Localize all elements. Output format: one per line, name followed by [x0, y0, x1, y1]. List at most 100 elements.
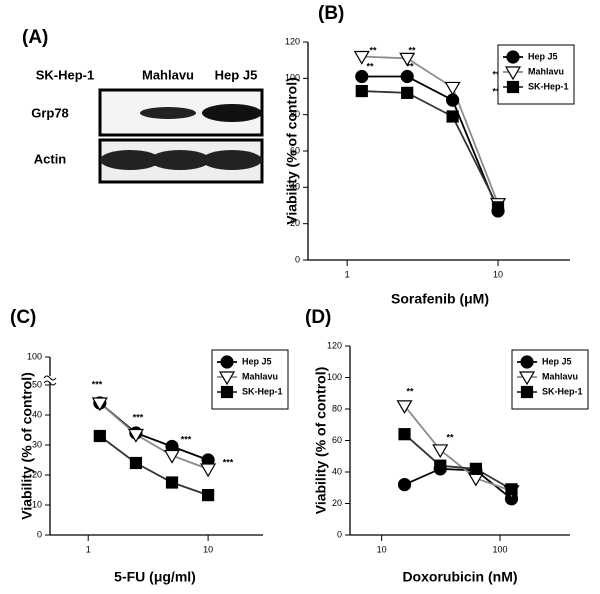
legend-label: Mahlavu: [542, 371, 578, 381]
chart-panel: (B) 0 20 40 60 80 100 120 1 10 Viability (% of con…: [284, 3, 575, 307]
marker: [506, 80, 520, 94]
marker: [218, 371, 236, 386]
marker: [434, 459, 447, 472]
marker: [200, 463, 217, 478]
x-tick-label: 1: [86, 544, 91, 554]
marker: [91, 397, 108, 412]
annotation: **: [369, 45, 377, 55]
legend-label: Mahlavu: [242, 371, 278, 381]
marker: [165, 476, 179, 489]
y-tick-label: 20: [290, 218, 300, 228]
x-tick-label: 10: [203, 544, 213, 554]
marker: [220, 355, 234, 369]
band: [202, 150, 262, 170]
legend-label: Mahlavu: [528, 66, 564, 76]
y-axis-label: Viability (% of control): [313, 367, 329, 515]
lane-label: Hep J5: [215, 67, 258, 82]
legend-label: SK-Hep-1: [542, 386, 583, 396]
series-line: [403, 433, 512, 491]
annotation: **: [492, 86, 500, 96]
y-tick-label: 80: [332, 403, 342, 413]
series-line: [361, 55, 499, 205]
marker: [505, 483, 518, 496]
blot-panel: (A) SK-Hep-1 Mahlavu Hep J5 Grp78 Actin: [22, 27, 264, 184]
y-tick-label: 120: [327, 340, 342, 350]
marker: [399, 52, 416, 67]
y-tick-label: 100: [285, 73, 300, 83]
marker: [518, 371, 536, 386]
annotation: ***: [133, 412, 144, 422]
marker: [202, 489, 215, 502]
y-tick-label: 20: [332, 498, 342, 508]
series-line: [99, 402, 209, 470]
marker: [398, 428, 411, 441]
x-tick-label: 1: [345, 269, 350, 279]
marker: [397, 478, 412, 492]
series-line: [403, 405, 512, 492]
y-tick-label: 60: [332, 435, 342, 445]
x-tick-label: 100: [493, 544, 508, 554]
panel-label: (C): [10, 307, 36, 328]
y-tick-label: 40: [290, 182, 300, 192]
marker: [129, 456, 143, 470]
panel-label: (A): [22, 27, 48, 48]
panel-label: (D): [305, 307, 331, 328]
y-tick-label: 0: [37, 529, 42, 539]
y-tick-label: 80: [290, 109, 300, 119]
marker: [220, 385, 234, 399]
marker: [396, 400, 413, 415]
lane-label: Mahlavu: [142, 67, 194, 82]
annotation: **: [408, 45, 416, 55]
marker: [491, 201, 505, 214]
band: [150, 150, 210, 170]
annotation: **: [446, 432, 454, 442]
marker: [432, 444, 449, 459]
y-tick-label: 30: [32, 439, 42, 449]
annotation: **: [492, 69, 500, 79]
band: [140, 107, 196, 119]
series-line: [404, 467, 513, 500]
legend: Hep J5 Mahlavu SK-Hep-1: [511, 349, 589, 410]
annotation: **: [406, 61, 414, 71]
panel-label: (B): [318, 3, 344, 24]
y-tick-label: 40: [332, 466, 342, 476]
marker: [127, 428, 144, 443]
series-line: [99, 402, 209, 461]
x-tick-label: 10: [377, 544, 387, 554]
row-label: Actin: [34, 151, 67, 166]
marker: [446, 93, 460, 107]
x-axis-label: Sorafenib (μM): [391, 291, 489, 307]
y-axis-label: Viability (% of control): [284, 77, 300, 225]
marker: [353, 50, 370, 65]
y-axis-label: Viability (% of control): [19, 372, 35, 520]
marker: [520, 355, 534, 369]
x-tick-label: 10: [493, 269, 503, 279]
annotation: **: [366, 61, 374, 71]
marker: [469, 462, 482, 475]
marker: [520, 385, 534, 399]
legend-label: Hep J5: [242, 356, 272, 366]
annotation: ***: [223, 457, 234, 467]
y-tick-label: 100: [327, 372, 342, 382]
legend-label: SK-Hep-1: [242, 386, 283, 396]
y-tick-label: 20: [32, 469, 42, 479]
y-tick-label: 0: [337, 529, 342, 539]
marker: [163, 449, 181, 464]
legend-label: Hep J5: [528, 51, 558, 61]
annotation: ***: [92, 379, 103, 389]
series-line: [99, 435, 209, 496]
marker: [506, 50, 520, 64]
series-line: [361, 75, 499, 212]
y-tick-label: 0: [295, 254, 300, 264]
marker: [446, 110, 459, 123]
annotation: **: [406, 386, 414, 396]
row-label: Grp78: [31, 105, 69, 120]
y-tick-label: 60: [290, 145, 300, 155]
marker: [355, 69, 369, 84]
axis-break: [44, 376, 56, 382]
marker: [504, 66, 522, 81]
marker: [355, 84, 368, 98]
legend-label: Hep J5: [542, 356, 572, 366]
